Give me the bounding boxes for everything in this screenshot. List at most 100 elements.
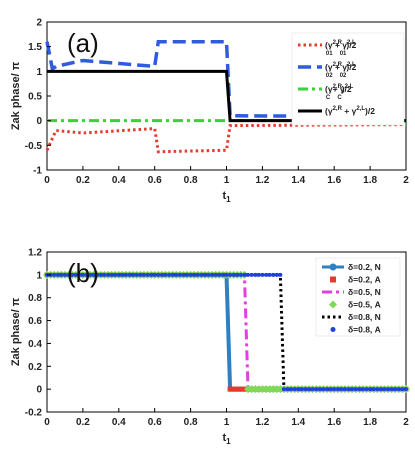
dot-marker xyxy=(386,387,391,392)
x-axis-label-b: t1 xyxy=(223,432,232,446)
dot-marker xyxy=(91,272,96,277)
x-tick-label: 2 xyxy=(403,417,409,428)
dot-marker xyxy=(113,272,118,277)
legend-entry: (γ2,R 01 + γ2,L 01)/2 xyxy=(325,40,357,57)
dot-marker xyxy=(321,387,326,392)
y-axis-label-a: Zak phase/ π xyxy=(10,61,22,130)
dot-marker xyxy=(185,272,190,277)
y-axis-label-b: Zak phase/ π xyxy=(10,297,22,366)
dot-marker xyxy=(256,272,261,277)
panel-label-a: (a) xyxy=(67,28,99,58)
x-tick-label: 0.2 xyxy=(76,417,90,428)
dot-marker xyxy=(138,272,143,277)
x-tick-label: 0.2 xyxy=(76,175,90,186)
x-tick-label: 1.6 xyxy=(327,175,341,186)
dot-marker xyxy=(149,272,154,277)
dot-marker xyxy=(278,272,283,277)
x-tick-label: 0.6 xyxy=(148,417,162,428)
dot-marker xyxy=(102,272,107,277)
x-tick-label: 0.8 xyxy=(184,175,198,186)
y-tick-label: 2 xyxy=(36,18,42,29)
dot-marker xyxy=(210,272,215,277)
dot-marker xyxy=(188,272,193,277)
legend-entry: δ=0.5, N xyxy=(348,287,381,297)
dot-marker xyxy=(174,272,179,277)
y-tick-label: 1 xyxy=(36,270,42,281)
y-tick-label: 0 xyxy=(36,116,42,127)
legend-entry: (γ2,R + γ2,L)/2 xyxy=(325,106,375,116)
dot-marker xyxy=(80,272,85,277)
x-tick-label: 0.8 xyxy=(184,417,198,428)
dot-marker xyxy=(145,272,150,277)
dot-marker xyxy=(393,387,398,392)
y-tick-label: 0.6 xyxy=(28,316,42,327)
series-markers-4 xyxy=(43,270,410,394)
y-tick-label: 1 xyxy=(36,67,42,78)
x-axis-label-text: t xyxy=(223,190,227,202)
dot-marker xyxy=(389,387,394,392)
dot-marker xyxy=(371,387,376,392)
legend-swatch xyxy=(330,276,336,283)
chart-panel-a: 0 0.2 0.4 0.6 0.8 1 1.2 1.4 1.6 1.8 2 -1 -0.5 0 0.5 1 1… xyxy=(10,18,409,205)
dot-marker xyxy=(360,387,365,392)
dot-marker xyxy=(317,387,322,392)
y-tick-label: -0.5 xyxy=(25,141,43,152)
panel-label-b: (b) xyxy=(67,258,99,288)
dot-marker xyxy=(224,272,229,277)
dot-marker xyxy=(70,272,75,277)
dot-marker xyxy=(141,272,146,277)
dot-marker xyxy=(404,387,408,392)
dot-marker xyxy=(314,387,319,392)
x-tick-label: 0.4 xyxy=(112,175,126,186)
dot-marker xyxy=(95,272,100,277)
dot-marker xyxy=(88,272,93,277)
dot-marker xyxy=(281,387,286,392)
dot-marker xyxy=(213,272,218,277)
x-tick-label: 2 xyxy=(403,175,409,186)
dot-marker xyxy=(357,387,362,392)
dot-marker xyxy=(120,272,125,277)
x-axis-label-sub: 1 xyxy=(226,195,231,204)
x-tick-label: 1 xyxy=(224,417,230,428)
dot-marker xyxy=(267,272,272,277)
legend-entry: δ=0.2, N xyxy=(348,262,381,272)
x-axis-label-text: t xyxy=(223,432,227,444)
dot-marker xyxy=(84,272,89,277)
dot-marker xyxy=(364,387,369,392)
x-tick-label: 1.2 xyxy=(255,175,269,186)
square-marker xyxy=(234,386,240,392)
y-tick-label: 0.5 xyxy=(28,92,42,103)
x-tick-label: 1.8 xyxy=(363,417,377,428)
dot-marker xyxy=(307,387,312,392)
dot-marker xyxy=(263,272,268,277)
x-tick-label: 1.6 xyxy=(327,417,341,428)
dot-marker xyxy=(335,387,340,392)
series-line-1 xyxy=(45,123,407,154)
y-tick-labels-a: -1 -0.5 0 0.5 1 1.5 2 xyxy=(25,18,51,177)
x-tick-label: 0 xyxy=(44,417,50,428)
y-tick-label: 0.2 xyxy=(28,362,42,373)
square-marker xyxy=(238,386,244,392)
legend-b: δ=0.2, N δ=0.2, A δ=0.5, N δ=0.5, A δ=0.8, N… xyxy=(315,257,401,337)
dot-marker xyxy=(303,387,308,392)
square-marker xyxy=(227,386,233,392)
x-tick-label: 1.4 xyxy=(291,175,305,186)
dot-marker xyxy=(228,272,233,277)
dot-marker xyxy=(396,387,401,392)
dot-marker xyxy=(217,272,222,277)
dot-marker xyxy=(177,272,182,277)
y-tick-labels-b: -0.2 0 0.2 0.4 0.6 0.8 1 1.2 xyxy=(25,248,51,419)
dot-marker xyxy=(375,387,380,392)
legend-a: (γ2,R 01 + γ2,L 01)/2 (γ2,R 02 + γ2,L 02)/2 (γ… xyxy=(291,32,405,126)
dot-marker xyxy=(167,272,172,277)
legend-entry: δ=0.5, A xyxy=(348,300,381,310)
dot-marker xyxy=(235,272,240,277)
dot-marker xyxy=(382,387,387,392)
legend-entry: δ=0.2, A xyxy=(348,275,381,285)
dot-marker xyxy=(299,387,304,392)
dot-marker xyxy=(52,272,57,277)
dot-marker xyxy=(220,272,225,277)
x-tick-label: 0.4 xyxy=(112,417,126,428)
x-tick-label: 0.6 xyxy=(148,175,162,186)
dot-marker xyxy=(325,387,330,392)
